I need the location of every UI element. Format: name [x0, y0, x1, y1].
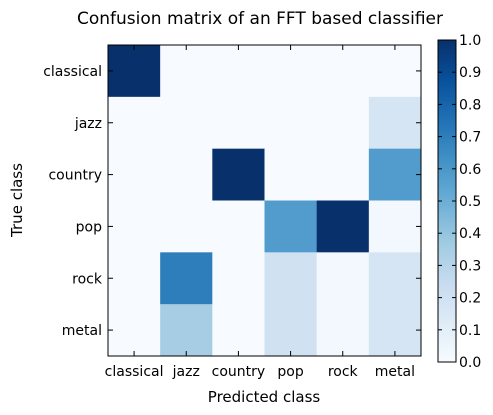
heatmap-cell-country-metal — [368, 148, 422, 201]
y-tick-label: jazz — [74, 116, 102, 132]
heatmap-cell-classical-rock — [316, 45, 370, 98]
heatmap-cell-pop-jazz — [160, 200, 213, 253]
heatmap-cell-rock-jazz — [160, 252, 213, 305]
heatmap-cell-metal-classical — [108, 304, 161, 357]
heatmap-cell-jazz-rock — [316, 96, 370, 150]
colorbar-tick-label: 1.0 — [459, 33, 481, 49]
x-tick-label: country — [212, 364, 266, 380]
colorbar-tick-label: 0.0 — [459, 355, 481, 371]
x-tick-label: pop — [277, 364, 303, 380]
heatmap-cell-classical-classical — [108, 45, 161, 98]
heatmap-cell-metal-rock — [316, 304, 370, 357]
heatmap-cell-metal-metal — [368, 304, 422, 357]
heatmap-cell-rock-pop — [264, 252, 318, 305]
heatmap-cell-jazz-country — [212, 96, 265, 150]
heatmap-cell-jazz-classical — [108, 96, 161, 150]
heatmap-cell-rock-classical — [108, 252, 161, 305]
heatmap-cell-classical-jazz — [160, 45, 213, 98]
y-tick-label: pop — [76, 219, 102, 235]
colorbar-tick-label: 0.9 — [459, 65, 481, 81]
x-tick-label: classical — [105, 364, 164, 380]
colorbar-tick-label: 0.2 — [459, 291, 481, 307]
colorbar-tick-label: 0.3 — [459, 258, 481, 274]
x-tick-label: rock — [328, 364, 359, 380]
x-axis-label: Predicted class — [208, 388, 321, 406]
colorbar-tick-label: 0.4 — [459, 226, 481, 242]
heatmap-cell-country-classical — [108, 148, 161, 201]
colorbar-tick-label: 0.1 — [459, 323, 481, 339]
x-tick-label: metal — [375, 364, 415, 380]
y-axis-ticks: classical jazz country pop rock metal — [43, 64, 421, 339]
heatmap-cell-country-country — [212, 148, 265, 201]
heatmap-cell-rock-country — [212, 252, 265, 305]
heatmap-cell-classical-country — [212, 45, 265, 98]
heatmap-cell-country-jazz — [160, 148, 213, 201]
colorbar-tick-label: 0.8 — [459, 97, 481, 113]
heatmap-cell-jazz-jazz — [160, 96, 213, 150]
heatmap-cell-metal-pop — [264, 304, 318, 357]
heatmap-cell-classical-metal — [368, 45, 422, 98]
heatmap-cell-pop-classical — [108, 200, 161, 253]
chart-title: Confusion matrix of an FFT based classif… — [77, 9, 443, 29]
heatmap-cell-pop-country — [212, 200, 265, 253]
heatmap-cell-rock-rock — [316, 252, 370, 305]
y-tick-label: metal — [62, 323, 102, 339]
heatmap-cells — [108, 45, 422, 357]
heatmap-cell-classical-pop — [264, 45, 318, 98]
heatmap-cell-pop-pop — [264, 200, 318, 253]
heatmap-cell-rock-metal — [368, 252, 422, 305]
y-tick-label: rock — [72, 271, 103, 287]
heatmap-cell-pop-rock — [316, 200, 370, 253]
y-tick-label: country — [48, 168, 102, 184]
heatmap-cell-pop-metal — [368, 200, 422, 253]
y-tick-label: classical — [43, 64, 102, 80]
colorbar-tick-label: 0.7 — [459, 130, 481, 146]
x-tick-label: jazz — [172, 364, 200, 380]
colorbar-tick-label: 0.6 — [459, 162, 481, 178]
heatmap-cell-country-pop — [264, 148, 318, 201]
colorbar-ticks: 0.0 0.1 0.2 0.3 0.4 0.5 0.6 0.7 0.8 0.9 1.0 — [438, 33, 481, 371]
heatmap-cell-country-rock — [316, 148, 370, 201]
heatmap-cell-jazz-metal — [368, 96, 422, 150]
heatmap-cell-jazz-pop — [264, 96, 318, 150]
x-axis-ticks: classical jazz country pop rock metal — [105, 45, 415, 380]
plot-frame — [107, 44, 422, 357]
y-axis-label: True class — [8, 163, 26, 238]
heatmap-cell-metal-country — [212, 304, 265, 357]
heatmap-cell-metal-jazz — [160, 304, 213, 357]
colorbar-tick-label: 0.5 — [459, 194, 481, 210]
